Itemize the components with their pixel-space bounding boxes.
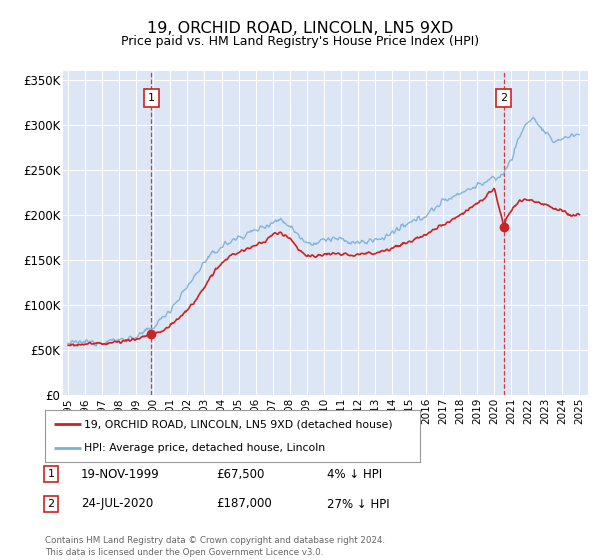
Text: 2: 2	[47, 499, 55, 509]
Text: 1: 1	[148, 93, 155, 103]
Text: £187,000: £187,000	[216, 497, 272, 511]
Text: 19, ORCHID ROAD, LINCOLN, LN5 9XD: 19, ORCHID ROAD, LINCOLN, LN5 9XD	[147, 21, 453, 36]
Text: 27% ↓ HPI: 27% ↓ HPI	[327, 497, 389, 511]
Text: £67,500: £67,500	[216, 468, 265, 481]
Text: 19-NOV-1999: 19-NOV-1999	[81, 468, 160, 481]
Text: HPI: Average price, detached house, Lincoln: HPI: Average price, detached house, Linc…	[85, 443, 325, 453]
Text: 4% ↓ HPI: 4% ↓ HPI	[327, 468, 382, 481]
Text: 1: 1	[47, 469, 55, 479]
Text: 19, ORCHID ROAD, LINCOLN, LN5 9XD (detached house): 19, ORCHID ROAD, LINCOLN, LN5 9XD (detac…	[85, 419, 393, 430]
Text: Price paid vs. HM Land Registry's House Price Index (HPI): Price paid vs. HM Land Registry's House …	[121, 35, 479, 48]
Text: 24-JUL-2020: 24-JUL-2020	[81, 497, 153, 511]
Text: Contains HM Land Registry data © Crown copyright and database right 2024.
This d: Contains HM Land Registry data © Crown c…	[45, 536, 385, 557]
Text: 2: 2	[500, 93, 507, 103]
